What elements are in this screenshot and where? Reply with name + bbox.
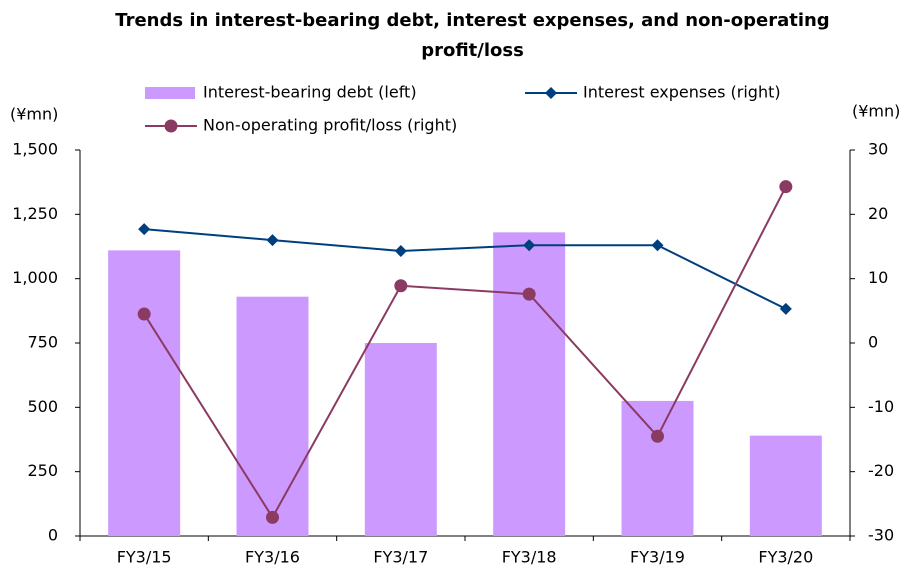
x-tick-label: FY3/16 — [245, 548, 300, 567]
legend-label: Interest-bearing debt (left) — [203, 83, 417, 102]
y2-tick-label: 30 — [868, 140, 888, 159]
bar — [108, 250, 181, 537]
x-tick-label: FY3/18 — [502, 548, 557, 567]
legend-marker — [545, 87, 557, 99]
marker — [266, 510, 279, 524]
y2-unit-label: (¥mn) — [852, 102, 900, 121]
x-tick-label: FY3/20 — [758, 548, 813, 567]
x-tick-label: FY3/17 — [373, 548, 428, 567]
y2-tick-label: -10 — [868, 397, 894, 416]
y2-tick-label: 10 — [868, 268, 888, 287]
y-tick-label: 1,500 — [12, 140, 58, 159]
y-tick-label: 1,250 — [12, 204, 58, 223]
legend-swatch — [145, 87, 195, 99]
bar — [364, 343, 437, 536]
bar — [621, 400, 694, 536]
legend-label: Interest expenses (right) — [583, 83, 781, 102]
bar — [749, 435, 822, 536]
y2-tick-label: -20 — [868, 461, 894, 480]
y-unit-label: (¥mn) — [10, 105, 58, 124]
y2-tick-label: -30 — [868, 526, 894, 545]
marker — [651, 239, 664, 252]
y-tick-label: 1,000 — [12, 268, 58, 287]
y2-tick-label: 0 — [868, 333, 878, 352]
marker — [651, 429, 664, 443]
bar — [493, 232, 566, 536]
y-tick-label: 750 — [27, 333, 58, 352]
y-tick-label: 250 — [27, 461, 58, 480]
marker — [522, 287, 536, 301]
line — [143, 186, 787, 520]
y-tick-label: 0 — [48, 526, 58, 545]
bar — [236, 296, 309, 536]
marker — [266, 234, 279, 247]
y-tick-label: 500 — [27, 397, 58, 416]
legend-label: Non-operating profit/loss (right) — [203, 116, 457, 135]
marker — [779, 180, 793, 194]
legend-marker — [164, 119, 178, 133]
marker — [394, 245, 407, 258]
marker — [137, 307, 151, 321]
x-tick-label: FY3/15 — [117, 548, 172, 567]
marker — [779, 302, 792, 315]
y2-tick-label: 20 — [868, 204, 888, 223]
x-tick-label: FY3/19 — [630, 548, 685, 567]
marker — [138, 223, 151, 236]
marker — [523, 239, 536, 252]
chart-title: Trends in interest-bearing debt, interes… — [115, 10, 830, 61]
line — [144, 228, 787, 310]
marker — [394, 279, 408, 293]
